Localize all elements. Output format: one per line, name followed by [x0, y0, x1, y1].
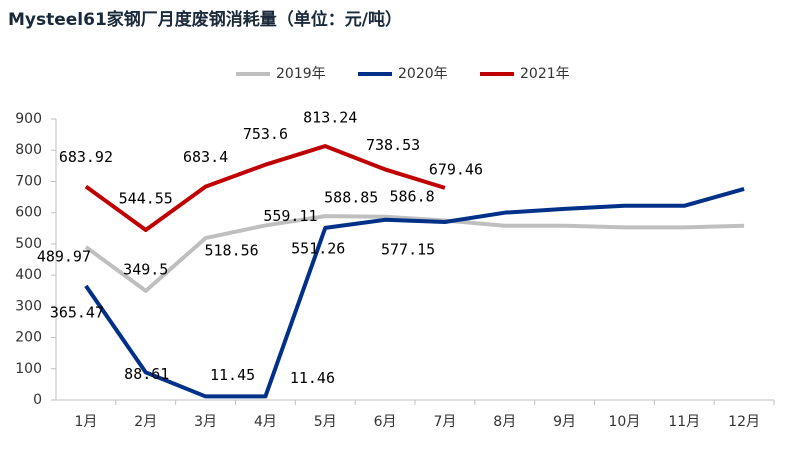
x-tick-label: 7月	[433, 414, 456, 430]
x-tick-label: 6月	[374, 414, 397, 430]
data-label: 11.46	[290, 369, 335, 387]
x-tick-label: 4月	[254, 414, 277, 430]
y-tick-label: 800	[15, 142, 42, 158]
y-tick-label: 300	[15, 298, 42, 314]
data-label: 551.26	[291, 239, 345, 257]
y-tick-label: 600	[15, 205, 42, 221]
data-label: 11.45	[210, 366, 255, 384]
y-tick-label: 400	[15, 267, 42, 283]
data-label: 753.6	[243, 125, 288, 143]
x-tick-label: 5月	[314, 414, 337, 430]
x-tick-label: 1月	[74, 414, 97, 430]
x-tick-label: 12月	[728, 414, 760, 430]
x-tick-label: 3月	[194, 414, 217, 430]
data-label: 679.46	[429, 160, 483, 178]
data-label: 489.97	[37, 248, 91, 266]
data-label: 518.56	[204, 242, 258, 260]
data-label: 88.61	[124, 365, 169, 383]
x-tick-label: 2月	[134, 414, 157, 430]
series-line	[84, 144, 446, 232]
legend-label: 2019年	[276, 66, 326, 82]
y-tick-label: 0	[33, 392, 42, 408]
data-label: 586.8	[390, 187, 435, 205]
series-line	[84, 187, 745, 399]
data-label: 577.15	[381, 240, 435, 258]
data-label: 683.4	[183, 148, 228, 166]
x-tick-label: 8月	[493, 414, 516, 430]
data-label: 559.11	[263, 207, 317, 225]
legend-label: 2021年	[520, 66, 570, 82]
y-tick-label: 100	[15, 361, 42, 377]
data-label: 588.85	[324, 189, 378, 207]
chart-title: Mysteel61家钢厂月度废钢消耗量（单位：元/吨）	[8, 9, 402, 30]
y-tick-label: 500	[15, 236, 42, 252]
data-label: 683.92	[59, 148, 113, 166]
y-tick-label: 700	[15, 173, 42, 189]
x-tick-label: 11月	[668, 414, 700, 430]
x-tick-label: 10月	[609, 414, 641, 430]
y-tick-label: 200	[15, 330, 42, 346]
y-tick-label: 900	[15, 111, 42, 127]
x-tick-label: 9月	[553, 414, 576, 430]
legend-label: 2020年	[398, 66, 448, 82]
data-label: 813.24	[303, 109, 357, 127]
data-label: 349.5	[123, 260, 168, 278]
data-label: 544.55	[119, 189, 173, 207]
data-label: 738.53	[366, 136, 420, 154]
series-line	[84, 214, 745, 293]
data-label: 365.47	[50, 303, 104, 321]
